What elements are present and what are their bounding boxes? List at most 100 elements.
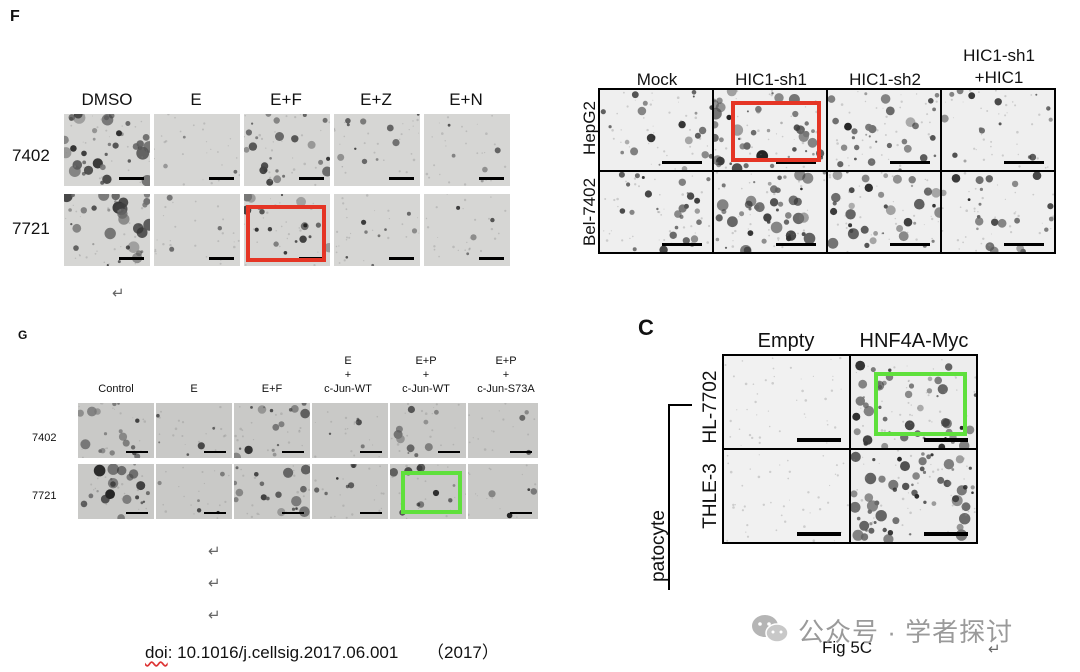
panel-hic-col-label: HIC1-sh2 <box>849 70 921 89</box>
panel-g-col-label: E+P <box>495 355 517 367</box>
panel-g-col-label: c-Jun-WT <box>324 383 372 395</box>
micrograph-cell <box>64 114 150 186</box>
panel-f-row-label: 7721 <box>12 219 50 238</box>
micrograph-cell <box>154 114 240 186</box>
panel-f-col-label: E+Z <box>360 90 392 109</box>
scale-bar <box>510 451 532 453</box>
micrograph-cell <box>334 114 420 186</box>
micrograph-cell <box>468 464 538 519</box>
panel-c-group-label: patocyte <box>648 510 669 582</box>
panel-c-col-label: Empty <box>757 330 815 352</box>
highlight-box-red <box>731 101 821 162</box>
panel-c-row-label: THLE-3 <box>700 463 721 529</box>
scale-bar <box>890 243 930 246</box>
highlight-box-green <box>874 372 967 436</box>
wechat-icon <box>750 612 790 646</box>
panel-g-col-label: E+P <box>415 355 437 367</box>
scale-bar <box>662 243 702 246</box>
scale-bar <box>924 438 968 442</box>
micrograph-cell <box>312 403 388 458</box>
micrograph-cell <box>600 172 712 252</box>
scale-bar <box>119 257 144 260</box>
scale-bar <box>797 438 841 442</box>
panel-c-row-label: HL-7702 <box>700 370 721 444</box>
micrograph-cell <box>724 450 849 542</box>
panel-g-letter: G <box>18 328 28 342</box>
scale-bar <box>119 177 144 180</box>
scale-bar <box>389 257 414 260</box>
scale-bar <box>479 257 504 260</box>
micrograph-cell <box>828 90 940 170</box>
micrograph-cell <box>724 356 849 448</box>
scale-bar <box>360 512 382 514</box>
figure-caption: Fig 5C <box>822 638 872 658</box>
scale-bar <box>209 177 234 180</box>
panel-hic-col-label-line1: HIC1-sh1 <box>963 46 1035 65</box>
micrograph-cell <box>64 194 150 266</box>
micrograph-cell <box>468 403 538 458</box>
panel-c-letter: C <box>638 315 654 340</box>
scale-bar <box>360 451 382 453</box>
micrograph-cell <box>390 403 466 458</box>
return-mark: ↵ <box>208 543 221 560</box>
scale-bar <box>204 512 226 514</box>
micrograph-cell <box>851 450 976 542</box>
scale-bar <box>890 161 930 164</box>
scale-bar <box>510 512 532 514</box>
return-mark: ↵ <box>988 641 1001 658</box>
scale-bar <box>126 512 148 514</box>
panel-f-col-label: E+F <box>270 90 302 109</box>
micrograph-cell <box>942 90 1054 170</box>
doi-prefix: doi <box>145 643 168 662</box>
panel-g-col-label: + <box>502 369 510 381</box>
micrograph-cell <box>156 403 232 458</box>
panel-hic-row-label: HepG2 <box>580 101 599 155</box>
micrograph-cell <box>942 172 1054 252</box>
scale-bar <box>479 177 504 180</box>
panel-f-col-label: DMSO <box>81 90 133 109</box>
group-bracket-tick <box>668 404 692 406</box>
scale-bar <box>797 532 841 536</box>
scale-bar <box>204 451 226 453</box>
panel-g-col-label: + <box>422 369 430 381</box>
doi-text: : 10.1016/j.cellsig.2017.06.001 <box>167 643 399 662</box>
micrograph-cell <box>234 403 310 458</box>
panel-g-col-label: + <box>344 369 352 381</box>
scale-bar <box>282 451 304 453</box>
panel-g-col-label: c-Jun-WT <box>402 383 450 395</box>
micrograph-cell <box>244 114 330 186</box>
panel-hic-row-label: Bel-7402 <box>580 177 599 247</box>
scale-bar <box>776 243 816 246</box>
doi-year: （2017） <box>427 643 499 662</box>
scale-bar <box>1004 243 1044 246</box>
panel-g-col-label: Control <box>98 383 134 395</box>
micrograph-cell <box>424 114 510 186</box>
doi-citation: doi: 10.1016/j.cellsig.2017.06.001 （2017… <box>145 638 499 663</box>
return-mark: ↵ <box>208 607 221 624</box>
micrograph-cell <box>78 403 154 458</box>
panel-g-col-label: E+F <box>261 383 283 395</box>
scale-bar <box>389 177 414 180</box>
panel-hic-col-label: HIC1-sh1 <box>735 70 807 89</box>
panel-f-row-label: 7402 <box>12 146 50 165</box>
scale-bar <box>126 451 148 453</box>
micrograph-cell <box>600 90 712 170</box>
micrograph-cell <box>424 194 510 266</box>
panel-g-row-label: 7402 <box>32 432 57 444</box>
figure-caption-text: Fig 5C <box>822 638 873 657</box>
scale-bar <box>299 177 324 180</box>
panel-f-col-label: E <box>190 90 202 109</box>
panel-hic-col-label: Mock <box>636 70 678 89</box>
panel-c-col-label: HNF4A-Myc <box>859 330 969 352</box>
panel-hic-col-label-line2: +HIC1 <box>974 68 1024 87</box>
scale-bar <box>662 161 702 164</box>
return-mark: ↵ <box>112 285 125 302</box>
scale-bar <box>924 532 968 536</box>
scale-bar <box>209 257 234 260</box>
panel-g-row-label: 7721 <box>32 490 57 502</box>
panel-g-col-label: E <box>344 355 352 367</box>
micrograph-cell <box>334 194 420 266</box>
scale-bar <box>776 161 816 164</box>
panel-g-col-label: E <box>190 383 198 395</box>
micrograph-cell <box>714 172 826 252</box>
